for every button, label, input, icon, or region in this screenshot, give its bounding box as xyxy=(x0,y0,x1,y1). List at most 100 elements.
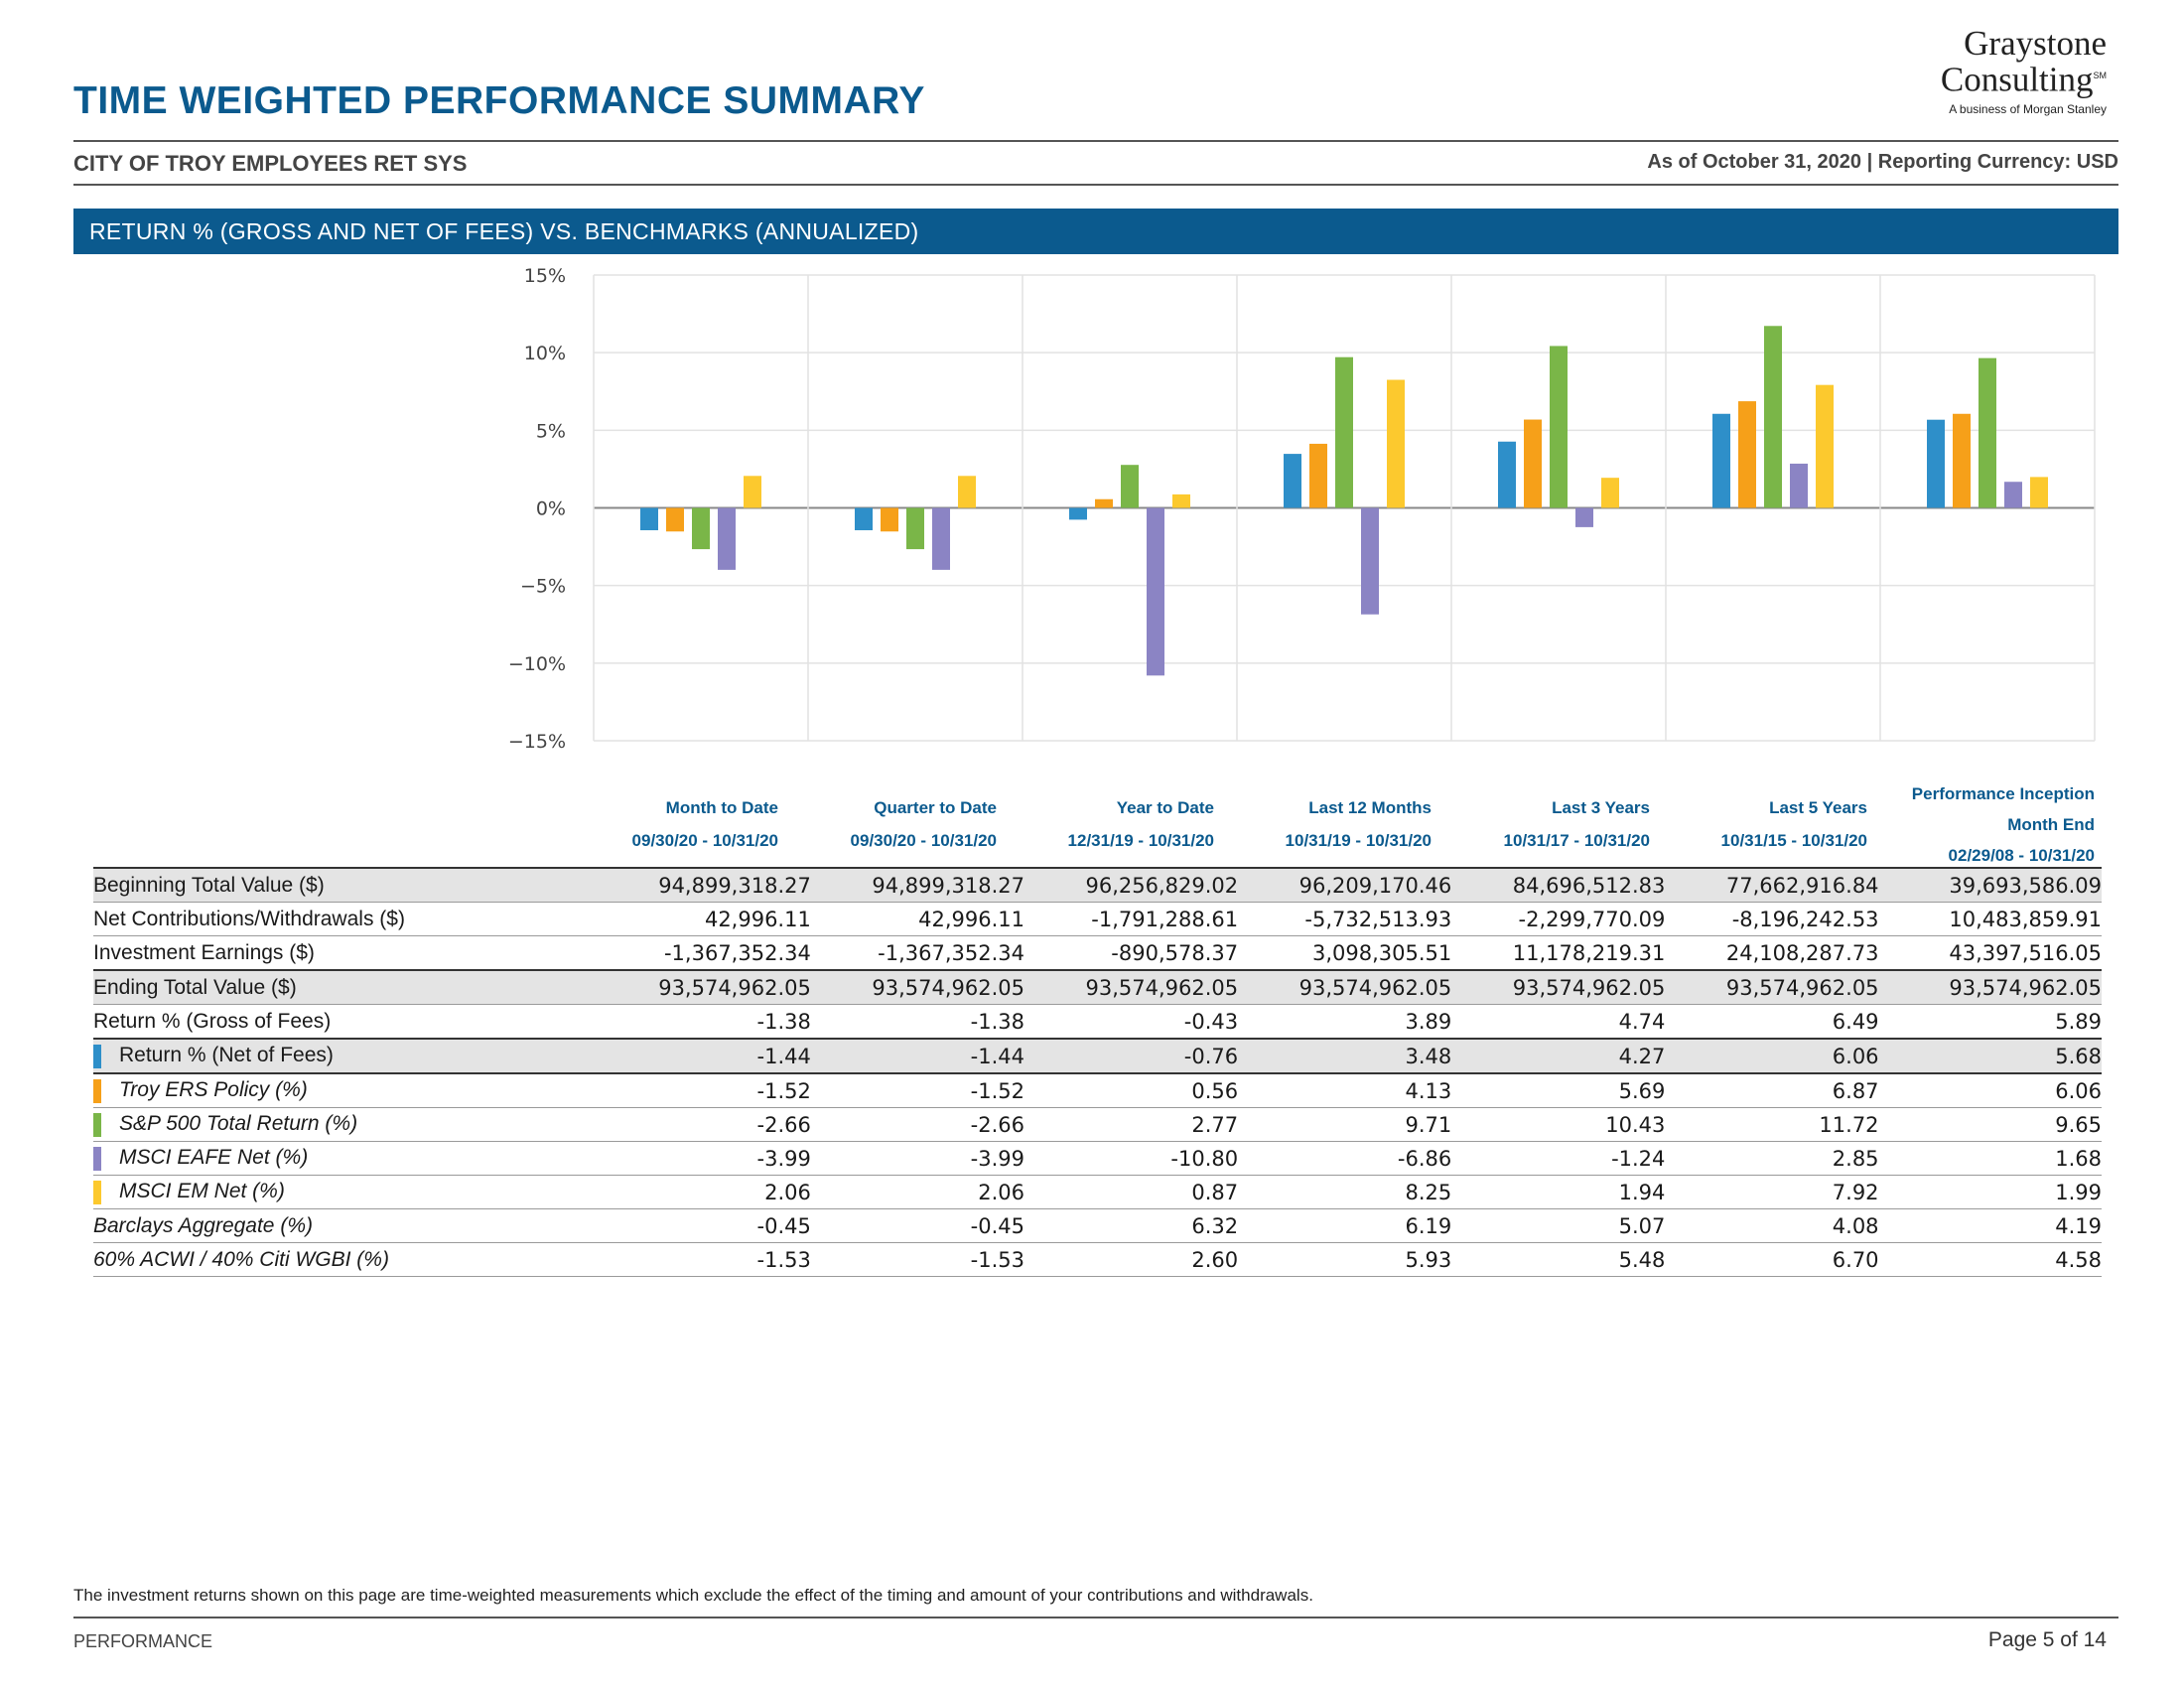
table-cell: 0.87 xyxy=(1024,1175,1239,1209)
table-cell: 93,574,962.05 xyxy=(1451,970,1666,1005)
table-cell: 10,483,859.91 xyxy=(1878,902,2102,936)
row-label-text: Barclays Aggregate (%) xyxy=(93,1213,313,1237)
row-label-text: Return % (Gross of Fees) xyxy=(93,1009,332,1033)
bar xyxy=(1095,498,1113,508)
bar xyxy=(1121,465,1139,508)
table-cell: 7.92 xyxy=(1665,1175,1879,1209)
table-cell: -1.38 xyxy=(597,1004,811,1040)
table-cell: 43,397,516.05 xyxy=(1878,935,2102,971)
table-cell: 6.06 xyxy=(1665,1039,1879,1074)
row-label: Troy ERS Policy (%) xyxy=(93,1073,598,1108)
table-cell: -6.86 xyxy=(1238,1141,1452,1176)
bar xyxy=(1335,356,1353,508)
column-header-line: Last 5 Years xyxy=(1769,798,1867,817)
table-cell: 93,574,962.05 xyxy=(1665,970,1879,1005)
table-cell: 93,574,962.05 xyxy=(597,970,811,1005)
table-cell: 5.69 xyxy=(1451,1073,1666,1108)
row-label: MSCI EAFE Net (%) xyxy=(93,1141,598,1176)
column-header: Last 5 Years 10/31/15 - 10/31/20 xyxy=(1629,791,1867,857)
bar xyxy=(666,507,684,532)
table-cell: -1,367,352.34 xyxy=(810,935,1024,971)
table-cell: -1.38 xyxy=(810,1004,1024,1040)
table-cell: 93,574,962.05 xyxy=(810,970,1024,1005)
row-label-text: Net Contributions/Withdrawals ($) xyxy=(93,907,405,930)
column-header: Year to Date 12/31/19 - 10/31/20 xyxy=(976,791,1214,857)
table-cell: 1.68 xyxy=(1878,1141,2102,1176)
table-cell: 4.58 xyxy=(1878,1242,2102,1277)
column-header: Quarter to Date 09/30/20 - 10/31/20 xyxy=(758,791,997,857)
table-cell: -0.45 xyxy=(597,1208,811,1243)
legend-swatch xyxy=(93,1044,101,1068)
legend-swatch xyxy=(93,1180,101,1204)
logo-subtitle: A business of Morgan Stanley xyxy=(1949,101,2107,116)
table-cell: 96,256,829.02 xyxy=(1024,867,1239,903)
table-cell: 11.72 xyxy=(1665,1107,1879,1142)
returns-bar-chart: 15% 10% 5% 0% −5% −10% −15% xyxy=(508,265,2096,753)
row-label-text: Troy ERS Policy (%) xyxy=(119,1078,308,1102)
table-cell: -3.99 xyxy=(810,1141,1024,1176)
table-cell: -2.66 xyxy=(810,1107,1024,1142)
bar xyxy=(932,507,950,570)
column-header-line: 09/30/20 - 10/31/20 xyxy=(631,831,778,850)
table-cell: -2.66 xyxy=(597,1107,811,1142)
bar xyxy=(1712,413,1730,508)
table-cell: 3.89 xyxy=(1238,1004,1452,1040)
bar xyxy=(1738,401,1756,508)
table-row: Beginning Total Value ($) 94,899,318.27 94… xyxy=(93,867,2102,903)
column-header: Last 3 Years 10/31/17 - 10/31/20 xyxy=(1412,791,1650,857)
column-header-line: Month to Date xyxy=(665,798,778,817)
table-cell: 11,178,219.31 xyxy=(1451,935,1666,971)
y-tick-label: 5% xyxy=(536,420,566,442)
row-label: Investment Earnings ($) xyxy=(93,935,598,971)
column-header-line: Last 3 Years xyxy=(1552,798,1650,817)
table-cell: 24,108,287.73 xyxy=(1665,935,1879,971)
table-row: Investment Earnings ($) -1,367,352.34 -1,3… xyxy=(93,935,2102,971)
footer-section-label: PERFORMANCE xyxy=(73,1631,213,1651)
table-row: S&P 500 Total Return (%) -2.66 -2.66 2.77 9.… xyxy=(93,1107,2102,1142)
table-cell: 4.74 xyxy=(1451,1004,1666,1040)
row-label-text: Ending Total Value ($) xyxy=(93,975,297,999)
row-label-text: 60% ACWI / 40% Citi WGBI (%) xyxy=(93,1247,389,1271)
column-header-line: Performance Inception xyxy=(1911,784,2095,803)
column-header: Last 12 Months 10/31/19 - 10/31/20 xyxy=(1193,791,1432,857)
table-cell: 3.48 xyxy=(1238,1039,1452,1074)
table-cell: 2.77 xyxy=(1024,1107,1239,1142)
table-cell: 4.27 xyxy=(1451,1039,1666,1074)
graystone-logo: Graystone ConsultingSM A business of Mor… xyxy=(1941,26,2107,116)
table-cell: -1.53 xyxy=(810,1242,1024,1277)
row-label: Return % (Gross of Fees) xyxy=(93,1004,598,1040)
table-cell: 96,209,170.46 xyxy=(1238,867,1452,903)
bar xyxy=(881,507,898,532)
bar xyxy=(1387,379,1405,508)
table-cell: 5.68 xyxy=(1878,1039,2102,1074)
table-cell: 5.89 xyxy=(1878,1004,2102,1040)
bar xyxy=(1927,419,1945,508)
column-header: Performance Inception Month End 02/29/08 -… xyxy=(1856,778,2095,871)
column-header-line: 10/31/19 - 10/31/20 xyxy=(1285,831,1432,850)
table-cell: -1.44 xyxy=(810,1039,1024,1074)
row-label-text: MSCI EAFE Net (%) xyxy=(119,1146,309,1170)
row-label-text: Investment Earnings ($) xyxy=(93,940,315,964)
table-cell: 6.70 xyxy=(1665,1242,1879,1277)
column-header-line: 02/29/08 - 10/31/20 xyxy=(1948,846,2095,865)
bar xyxy=(1284,454,1301,508)
bar xyxy=(1172,493,1190,508)
row-label: Net Contributions/Withdrawals ($) xyxy=(93,902,598,936)
bar xyxy=(1790,463,1808,508)
column-header-line: 09/30/20 - 10/31/20 xyxy=(850,831,997,850)
bar xyxy=(1979,357,1996,508)
page-title: TIME WEIGHTED PERFORMANCE SUMMARY xyxy=(73,79,925,122)
bar xyxy=(1816,384,1834,508)
table-cell: -10.80 xyxy=(1024,1141,1239,1176)
column-header-line: Month End xyxy=(2007,815,2095,834)
column-header-line: 10/31/17 - 10/31/20 xyxy=(1503,831,1650,850)
table-cell: 10.43 xyxy=(1451,1107,1666,1142)
client-name: CITY OF TROY EMPLOYEES RET SYS xyxy=(73,151,468,176)
bar xyxy=(640,507,658,531)
footer-rule xyxy=(73,1617,2118,1618)
footnote: The investment returns shown on this pag… xyxy=(73,1586,1313,1605)
section-title: RETURN % (GROSS AND NET OF FEES) VS. BEN… xyxy=(89,218,919,244)
bar xyxy=(718,507,736,570)
table-row: 60% ACWI / 40% Citi WGBI (%) -1.53 -1.53 2.… xyxy=(93,1242,2102,1277)
table-row: Troy ERS Policy (%) -1.52 -1.52 0.56 4.13 5.6… xyxy=(93,1073,2102,1108)
